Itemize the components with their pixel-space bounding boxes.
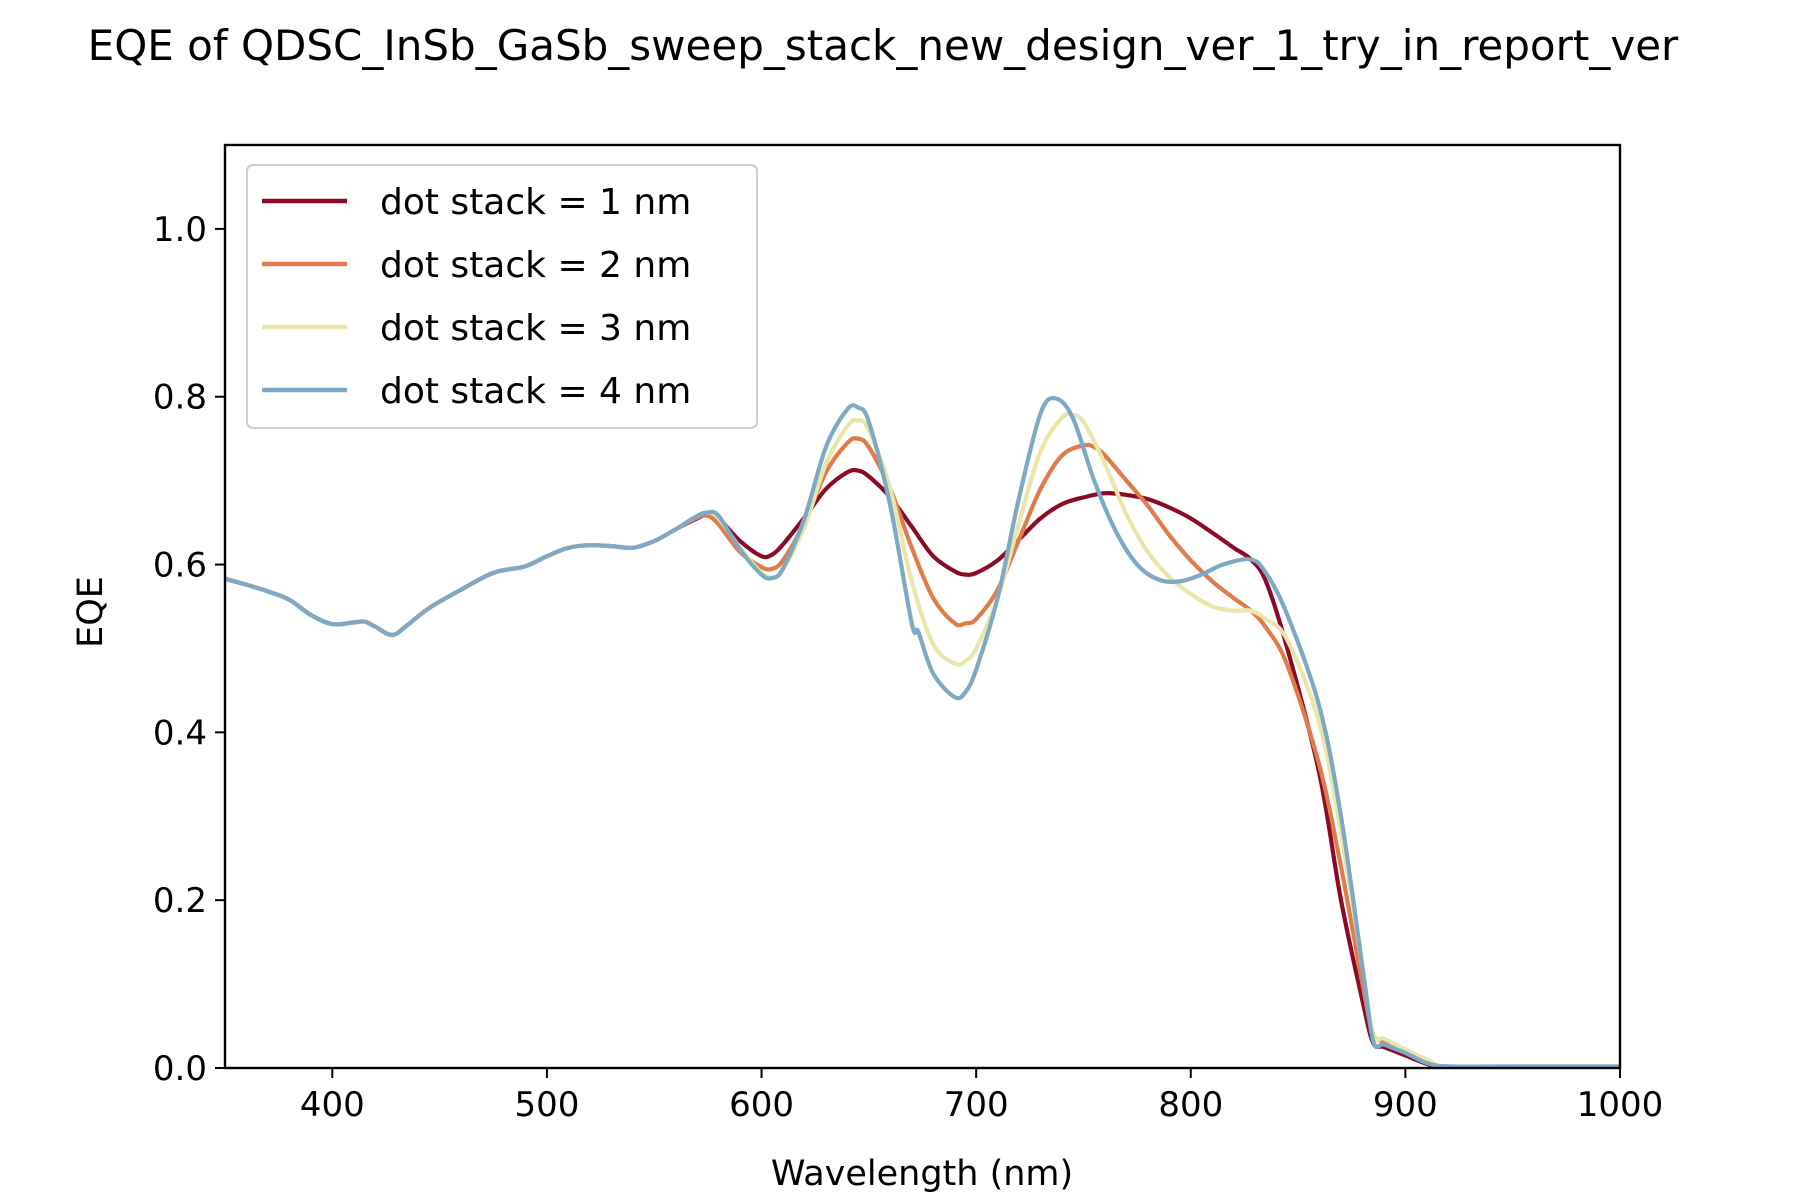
x-axis-title: Wavelength (nm) [771, 1154, 1073, 1194]
x-tick-label: 600 [729, 1085, 794, 1125]
y-tick-label: 0.0 [153, 1049, 207, 1089]
y-tick-label: 0.8 [153, 378, 207, 418]
x-tick-label: 400 [300, 1085, 365, 1125]
x-tick-label: 500 [514, 1085, 579, 1125]
series-line-2 [225, 436, 1620, 1068]
x-tick-label: 800 [1158, 1085, 1223, 1125]
series-line-3 [225, 411, 1620, 1068]
legend-label: dot stack = 4 nm [380, 371, 691, 412]
legend-label: dot stack = 2 nm [380, 245, 691, 286]
series-line-4 [225, 396, 1620, 1068]
axes-group: 400 500 600 700 800 900 1000 0.0 0.2 0.4 0.6 0.8 1.0 [153, 143, 1664, 1125]
plot-frame [223, 143, 1622, 1070]
y-tick-label: 1.0 [153, 210, 207, 250]
y-axis-title: EQE [71, 576, 111, 648]
y-tick-label: 0.4 [153, 713, 207, 753]
x-tick-label: 900 [1373, 1085, 1438, 1125]
legend-label: dot stack = 3 nm [380, 308, 691, 349]
y-tick-label: 0.2 [153, 881, 207, 921]
legend-box [246, 164, 758, 429]
x-tick-label: 700 [944, 1085, 1009, 1125]
series-line-1 [225, 467, 1620, 1068]
series-group [225, 396, 1620, 1068]
legend: dot stack = 1 nm dot stack = 2 nm dot stac… [246, 164, 758, 429]
chart-title: EQE of QDSC_InSb_GaSb_sweep_stack_new_de… [88, 21, 1679, 70]
x-tick-label: 1000 [1577, 1085, 1664, 1125]
y-tick-label: 0.6 [153, 546, 207, 586]
legend-label: dot stack = 1 nm [380, 182, 691, 223]
